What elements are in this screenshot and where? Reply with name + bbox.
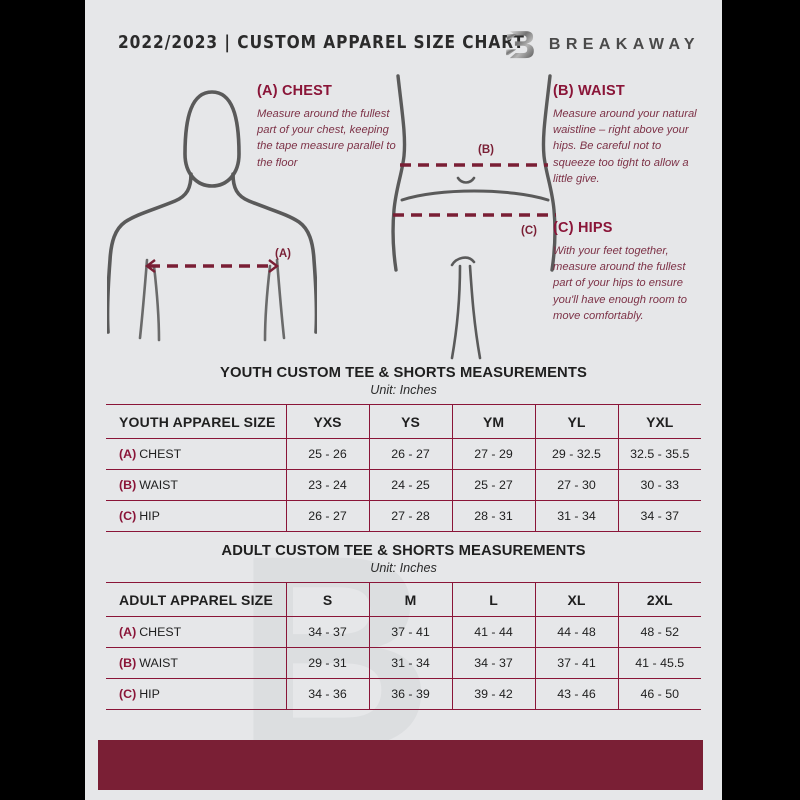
waist-measure-label: (B) [478,144,494,156]
torso-figure-illustration [107,90,317,342]
cell-hip-ym: 28 - 31 [452,500,536,532]
breakaway-b-logo-icon [506,31,534,59]
row-label-hip: (C) HIP [106,678,287,710]
chest-measure-label: (A) [275,248,291,260]
adult-table-title: ADULT CUSTOM TEE & SHORTS MEASUREMENTS [221,543,586,559]
table-header-size-label: ADULT APPAREL SIZE [106,582,287,617]
cell-waist-s: 29 - 31 [286,647,370,679]
page-title: 2022/2023 | CUSTOM APPAREL SIZE CHART [118,33,525,53]
row-label-waist: (B) WAIST [106,647,287,679]
size-chart-page: B 2022/2023 | CUSTOM APPAREL SIZE CHART … [85,0,722,800]
cell-hip-yxs: 26 - 27 [286,500,370,532]
youth-table-title: YOUTH CUSTOM TEE & SHORTS MEASUREMENTS [220,365,587,381]
youth-table-unit: Unit: Inches [370,383,437,397]
table-header-size-yl: YL [535,404,619,439]
row-label-chest: (A) CHEST [106,616,287,648]
cell-waist-m: 31 - 34 [369,647,453,679]
table-header-size-xl: XL [535,582,619,617]
footer-accent-bar [98,740,703,790]
row-tag: (C) [119,687,137,701]
measurement-illustrations: (A) (B) (C) ( [85,70,722,360]
cell-waist-ys: 24 - 25 [369,469,453,501]
callout-waist: (B) WAIST Measure around your natural wa… [553,83,705,187]
callout-hips-heading: (C) HIPS [553,220,613,236]
cell-waist-yl: 27 - 30 [535,469,619,501]
row-tag: (B) [119,656,137,670]
cell-hip-yl: 31 - 34 [535,500,619,532]
cell-hip-s: 34 - 36 [286,678,370,710]
callout-waist-heading: (B) WAIST [553,83,625,99]
cell-hip-xl: 43 - 46 [535,678,619,710]
youth-size-table: YOUTH APPAREL SIZE YXS YS YM YL YXL (A) CHEST 25… [106,404,701,532]
cell-chest-yxs: 25 - 26 [286,438,370,470]
table-header-size-l: L [452,582,536,617]
callout-chest: (A) CHEST Measure around the fullest par… [257,83,397,171]
page-header: 2022/2023 | CUSTOM APPAREL SIZE CHART BR… [85,26,722,66]
cell-waist-yxs: 23 - 24 [286,469,370,501]
adult-table-unit: Unit: Inches [370,561,437,575]
cell-waist-ym: 25 - 27 [452,469,536,501]
table-row: (B) WAIST 23 - 24 24 - 25 25 - 27 27 - 30 30 -… [106,469,701,501]
row-tag: (A) [119,447,137,461]
table-header-size-s: S [286,582,370,617]
cell-chest-m: 37 - 41 [369,616,453,648]
cell-chest-ym: 27 - 29 [452,438,536,470]
table-row: (A) CHEST 34 - 37 37 - 41 41 - 44 44 - 48 48 -… [106,616,701,648]
callout-chest-body: Measure around the fullest part of your … [257,108,396,169]
adult-measurements-block: ADULT CUSTOM TEE & SHORTS MEASUREMENTS U… [85,543,722,710]
callout-hips-body: With your feet together, measure around … [553,245,687,322]
cell-chest-yxl: 32.5 - 35.5 [618,438,701,470]
row-label-chest: (A) CHEST [106,438,287,470]
cell-hip-ys: 27 - 28 [369,500,453,532]
cell-hip-yxl: 34 - 37 [618,500,701,532]
cell-waist-yxl: 30 - 33 [618,469,701,501]
cell-waist-l: 34 - 37 [452,647,536,679]
table-header-size-ys: YS [369,404,453,439]
cell-waist-xl: 37 - 41 [535,647,619,679]
adult-size-table: ADULT APPAREL SIZE S M L XL 2XL (A) CHEST 34 - 3… [106,582,701,710]
row-label-waist: (B) WAIST [106,469,287,501]
table-row: (C) HIP 34 - 36 36 - 39 39 - 42 43 - 46 46 - 5… [106,678,701,710]
cell-chest-l: 41 - 44 [452,616,536,648]
row-label-hip: (C) HIP [106,500,287,532]
callout-chest-heading: (A) CHEST [257,83,333,99]
table-header-size-yxs: YXS [286,404,370,439]
table-header-size-ym: YM [452,404,536,439]
hips-figure-illustration [391,74,557,360]
cell-chest-2xl: 48 - 52 [618,616,701,648]
table-header-size-label: YOUTH APPAREL SIZE [106,404,287,439]
hips-measure-label: (C) [521,225,537,237]
row-tag: (B) [119,478,137,492]
cell-waist-2xl: 41 - 45.5 [618,647,701,679]
youth-measurements-block: YOUTH CUSTOM TEE & SHORTS MEASUREMENTS U… [85,365,722,532]
table-row: (C) HIP 26 - 27 27 - 28 28 - 31 31 - 34 34 - 3… [106,500,701,532]
callout-hips: (C) HIPS With your feet together, measur… [553,220,705,324]
cell-chest-xl: 44 - 48 [535,616,619,648]
table-header-row: YOUTH APPAREL SIZE YXS YS YM YL YXL [106,404,701,439]
brand-lockup: BREAKAWAY [505,29,700,61]
cell-hip-2xl: 46 - 50 [618,678,701,710]
table-header-size-2xl: 2XL [618,582,701,617]
brand-name: BREAKAWAY [548,36,700,53]
cell-chest-yl: 29 - 32.5 [535,438,619,470]
cell-chest-ys: 26 - 27 [369,438,453,470]
callout-waist-body: Measure around your natural waistline – … [553,108,697,185]
cell-hip-l: 39 - 42 [452,678,536,710]
cell-hip-m: 36 - 39 [369,678,453,710]
row-tag: (C) [119,509,137,523]
table-header-size-m: M [369,582,453,617]
table-header-size-yxl: YXL [618,404,701,439]
cell-chest-s: 34 - 37 [286,616,370,648]
row-tag: (A) [119,625,137,639]
table-header-row: ADULT APPAREL SIZE S M L XL 2XL [106,582,701,617]
table-row: (A) CHEST 25 - 26 26 - 27 27 - 29 29 - 32.5 32… [106,438,701,470]
table-row: (B) WAIST 29 - 31 31 - 34 34 - 37 37 - 41 41 -… [106,647,701,679]
